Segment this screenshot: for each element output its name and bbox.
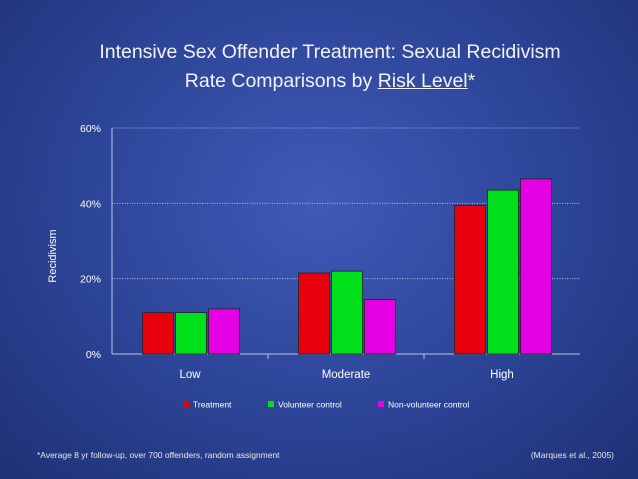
legend-swatch [183,401,189,407]
title-line-2: Rate Comparisons by Risk Level* [30,67,630,96]
legend-label: Treatment [193,400,232,410]
x-category-label: Moderate [322,369,371,381]
bar-low-2 [175,312,207,355]
y-tick-label: 20% [80,274,101,286]
y-tick-label: 40% [80,198,101,210]
bar-high-3 [520,178,552,355]
bar-low-3 [208,308,240,355]
bar-moderate-2 [331,270,363,355]
legend-label: Non-volunteer control [388,400,469,410]
bar-high-2 [487,189,519,355]
y-tick-label: 60% [80,123,101,135]
x-category-label: Low [179,369,201,381]
slide-title: Intensive Sex Offender Treatment: Sexual… [30,38,630,96]
title-line-2-prefix: Rate Comparisons by [184,70,378,92]
title-line-1: Intensive Sex Offender Treatment: Sexual… [99,41,561,63]
title-asterisk: * [467,70,476,92]
y-axis-title: Recidivism [47,229,59,282]
legend-label: Volunteer control [278,400,342,410]
title-risk-level: Risk Level [377,70,468,92]
bar-moderate-3 [364,298,396,355]
source-citation: (Marques et al., 2005) [530,450,614,460]
legend-swatch [378,401,384,407]
legend-swatch [268,401,274,407]
x-category-label: High [490,369,514,381]
bar-high-1 [454,204,486,355]
footnote: *Average 8 yr follow-up, over 700 offend… [37,450,280,460]
y-tick-label: 0% [86,349,101,361]
bar-low-1 [142,312,174,355]
bar-moderate-1 [298,272,330,355]
